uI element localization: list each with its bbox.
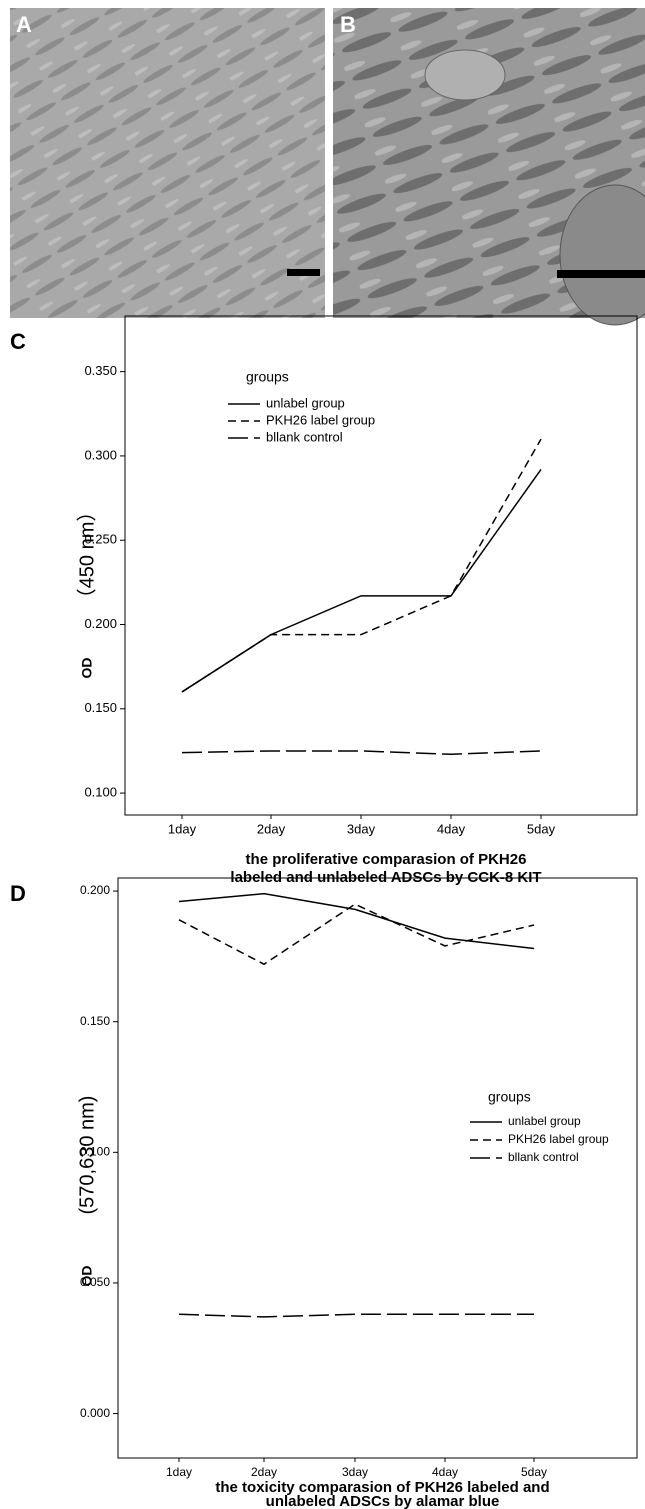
- x-label: unlabeled ADSCs by alamar blue: [266, 1493, 500, 1509]
- x-tick-label: 2day: [257, 821, 286, 836]
- plot-frame: [117, 877, 638, 1459]
- y-tick-label: 0.300: [84, 447, 117, 462]
- legend-title: groups: [246, 369, 289, 385]
- data-line: [178, 903, 535, 966]
- y-label: OD: [79, 1266, 95, 1287]
- y-tick-label: 0.100: [84, 785, 117, 800]
- legend-label: unlabel group: [508, 1114, 581, 1128]
- y-tick-label: 0.200: [84, 616, 117, 631]
- data-line: [181, 438, 542, 693]
- y-tick-label: 0.350: [84, 363, 117, 378]
- y-tick-label: 0.200: [80, 883, 110, 897]
- cell-shape: [559, 184, 645, 326]
- x-tick-label: 3day: [342, 1465, 368, 1479]
- legend-label: bllank control: [508, 1150, 579, 1164]
- y-label-unit: (570,630 nm): [76, 1096, 98, 1215]
- data-line: [181, 468, 542, 693]
- x-tick-label: 5day: [527, 821, 556, 836]
- y-tick-label: 0.050: [80, 1275, 110, 1289]
- x-tick-label: 4day: [432, 1465, 458, 1479]
- panel-label: D: [10, 881, 26, 906]
- x-label: labeled and unlabeled ADSCs by CCK-8 KIT: [230, 869, 541, 886]
- scale-bar: [557, 270, 645, 278]
- panel-label: C: [10, 329, 26, 354]
- y-tick-label: 0.000: [80, 1406, 110, 1420]
- data-line: [178, 1313, 534, 1318]
- legend-label: unlabel group: [266, 395, 345, 410]
- x-tick-label: 4day: [437, 821, 466, 836]
- x-label: the proliferative comparasion of PKH26: [246, 851, 527, 868]
- cell-shape: [424, 49, 506, 101]
- data-line: [178, 892, 535, 950]
- x-label: the toxicity comparasion of PKH26 labele…: [215, 1479, 549, 1496]
- x-tick-label: 5day: [521, 1465, 547, 1479]
- x-tick-label: 1day: [168, 821, 197, 836]
- y-tick-label: 0.150: [80, 1014, 110, 1028]
- legend-label: PKH26 label group: [508, 1132, 609, 1146]
- scale-bar: [287, 269, 320, 276]
- data-line: [181, 750, 542, 756]
- legend-label: bllank control: [266, 429, 343, 444]
- y-tick-label: 0.150: [84, 700, 117, 715]
- y-tick-label: 0.100: [80, 1144, 110, 1158]
- panel-label: A: [16, 12, 32, 37]
- micrograph-a: [10, 8, 325, 318]
- x-tick-label: 2day: [251, 1465, 277, 1479]
- x-tick-label: 3day: [347, 821, 376, 836]
- plot-frame: [124, 315, 638, 816]
- legend-label: PKH26 label group: [266, 412, 375, 427]
- panel-label: B: [340, 12, 356, 37]
- y-label: OD: [79, 658, 95, 679]
- x-tick-label: 1day: [166, 1465, 192, 1479]
- legend-title: groups: [488, 1089, 531, 1105]
- y-tick-label: 0.250: [84, 532, 117, 547]
- y-label-unit: （450 nm）: [75, 502, 98, 609]
